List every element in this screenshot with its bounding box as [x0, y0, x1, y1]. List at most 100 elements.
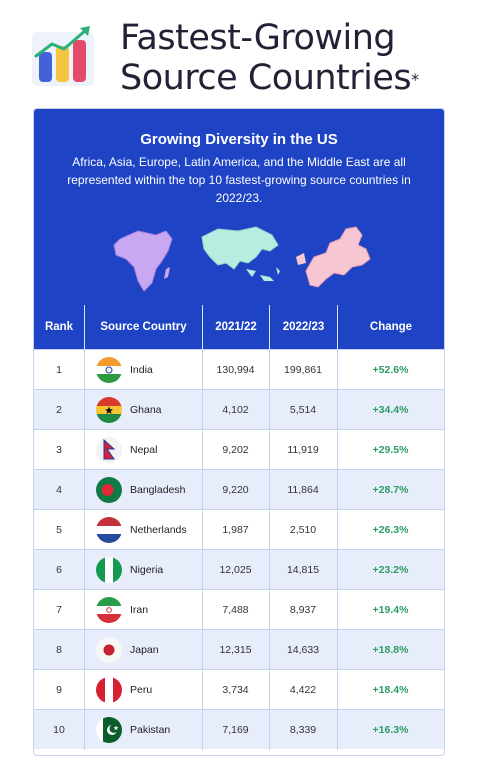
value-2022-23: 4,422 — [269, 670, 337, 710]
col-rank: Rank — [34, 305, 84, 349]
value-2022-23: 11,864 — [269, 470, 337, 510]
title-line-2: Source Countries* — [120, 58, 419, 98]
value-2021-22: 130,994 — [202, 350, 269, 390]
africa-map — [114, 231, 172, 291]
divider — [84, 510, 85, 550]
value-2021-22: 12,315 — [202, 630, 269, 670]
country-name: Netherlands — [130, 510, 187, 550]
change-value: +52.6% — [337, 350, 444, 390]
divider — [84, 430, 85, 470]
change-value: +28.7% — [337, 470, 444, 510]
change-value: +26.3% — [337, 510, 444, 550]
india-flag-icon — [96, 357, 122, 383]
table-row: 6 Nigeria 12,025 14,815 +23.2% — [34, 549, 444, 589]
divider — [84, 550, 85, 590]
country-name: Iran — [130, 590, 148, 630]
divider — [84, 710, 85, 750]
country-name: Nigeria — [130, 550, 163, 590]
value-2022-23: 14,815 — [269, 550, 337, 590]
table-row: 4 Bangladesh 9,220 11,864 +28.7% — [34, 469, 444, 509]
value-2022-23: 2,510 — [269, 510, 337, 550]
col-2022-23: 2022/23 — [270, 305, 337, 349]
divider — [84, 470, 85, 510]
rank-cell: 8 — [34, 630, 84, 670]
bar-chart-growth-icon — [30, 22, 98, 90]
table-row: 10 Pakistan 7,169 8,339 +16.3% — [34, 709, 444, 749]
nepal-flag-icon — [96, 437, 122, 463]
banner-title: Growing Diversity in the US — [34, 131, 444, 148]
page-title: Fastest-Growing Source Countries* — [120, 18, 419, 98]
value-2022-23: 11,919 — [269, 430, 337, 470]
stats-card: Growing Diversity in the US Africa, Asia… — [33, 108, 445, 756]
iran-flag-icon — [96, 597, 122, 623]
change-value: +16.3% — [337, 710, 444, 750]
country-name: Bangladesh — [130, 470, 185, 510]
banner-text: Africa, Asia, Europe, Latin America, and… — [64, 153, 414, 207]
value-2021-22: 7,488 — [202, 590, 269, 630]
change-value: +18.4% — [337, 670, 444, 710]
rank-cell: 5 — [34, 510, 84, 550]
banner: Growing Diversity in the US Africa, Asia… — [34, 109, 444, 305]
divider — [84, 390, 85, 430]
value-2021-22: 3,734 — [202, 670, 269, 710]
divider — [84, 590, 85, 630]
country-name: Peru — [130, 670, 152, 710]
value-2021-22: 1,987 — [202, 510, 269, 550]
change-value: +29.5% — [337, 430, 444, 470]
value-2021-22: 4,102 — [202, 390, 269, 430]
netherlands-flag-icon — [96, 517, 122, 543]
value-2021-22: 12,025 — [202, 550, 269, 590]
value-2021-22: 9,220 — [202, 470, 269, 510]
asia-map — [202, 227, 280, 281]
change-value: +19.4% — [337, 590, 444, 630]
change-value: +18.8% — [337, 630, 444, 670]
divider — [84, 630, 85, 670]
value-2022-23: 199,861 — [269, 350, 337, 390]
rank-cell: 10 — [34, 710, 84, 750]
rank-cell: 3 — [34, 430, 84, 470]
rank-cell: 6 — [34, 550, 84, 590]
rank-cell: 1 — [34, 350, 84, 390]
table-header: Rank Source Country 2021/22 2022/23 Chan… — [34, 305, 444, 349]
col-change: Change — [338, 305, 444, 349]
value-2022-23: 14,633 — [269, 630, 337, 670]
value-2022-23: 8,937 — [269, 590, 337, 630]
value-2021-22: 7,169 — [202, 710, 269, 750]
region-maps — [34, 217, 444, 299]
table-row: 3 Nepal 9,202 11,919 +29.5% — [34, 429, 444, 469]
table-row: 8 Japan 12,315 14,633 +18.8% — [34, 629, 444, 669]
title-line-1: Fastest-Growing — [120, 18, 419, 58]
japan-flag-icon — [96, 637, 122, 663]
pakistan-flag-icon — [96, 717, 122, 743]
title-line-2-text: Source Countries — [120, 58, 411, 98]
table-row: 1 India 130,994 199,861 +52.6% — [34, 349, 444, 389]
value-2021-22: 9,202 — [202, 430, 269, 470]
nigeria-flag-icon — [96, 557, 122, 583]
europe-map — [296, 227, 370, 287]
page-header: Fastest-Growing Source Countries* — [0, 0, 477, 108]
change-value: +23.2% — [337, 550, 444, 590]
rank-cell: 2 — [34, 390, 84, 430]
table-row: 5 Netherlands 1,987 2,510 +26.3% — [34, 509, 444, 549]
change-value: +34.4% — [337, 390, 444, 430]
country-name: Ghana — [130, 390, 162, 430]
country-name: Pakistan — [130, 710, 170, 750]
rank-cell: 7 — [34, 590, 84, 630]
table-row: 9 Peru 3,734 4,422 +18.4% — [34, 669, 444, 709]
table-row: 7 Iran 7,488 8,937 +19.4% — [34, 589, 444, 629]
col-2021-22: 2021/22 — [203, 305, 269, 349]
rank-cell: 4 — [34, 470, 84, 510]
divider — [84, 350, 85, 390]
country-name: Japan — [130, 630, 159, 670]
rank-cell: 9 — [34, 670, 84, 710]
bangladesh-flag-icon — [96, 477, 122, 503]
col-source-country: Source Country — [85, 305, 202, 349]
country-name: Nepal — [130, 430, 157, 470]
divider — [84, 670, 85, 710]
ghana-flag-icon — [96, 397, 122, 423]
table-row: 2 Ghana 4,102 5,514 +34.4% — [34, 389, 444, 429]
peru-flag-icon — [96, 677, 122, 703]
value-2022-23: 5,514 — [269, 390, 337, 430]
footnote-mark: * — [411, 70, 419, 89]
country-name: India — [130, 350, 153, 390]
